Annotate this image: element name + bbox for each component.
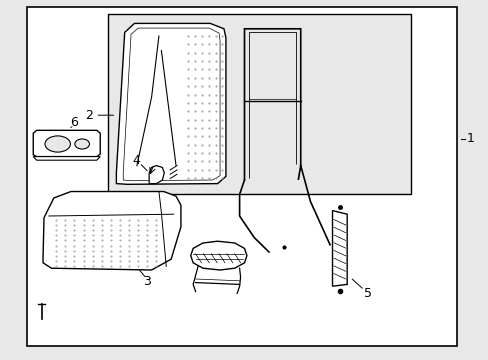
Ellipse shape [45, 136, 70, 152]
Ellipse shape [75, 139, 89, 149]
Polygon shape [149, 166, 164, 184]
Text: 4: 4 [132, 154, 140, 167]
Bar [27, 7, 456, 346]
Polygon shape [190, 241, 246, 270]
Text: 3: 3 [142, 275, 150, 288]
Text: 6: 6 [70, 116, 78, 129]
Text: 2: 2 [85, 109, 93, 122]
Polygon shape [43, 192, 181, 270]
Polygon shape [33, 130, 100, 157]
Text: 1: 1 [466, 132, 474, 145]
Bar [107, 14, 410, 194]
Polygon shape [332, 211, 346, 286]
Polygon shape [33, 157, 100, 160]
Text: 5: 5 [363, 287, 371, 300]
Polygon shape [116, 23, 225, 184]
